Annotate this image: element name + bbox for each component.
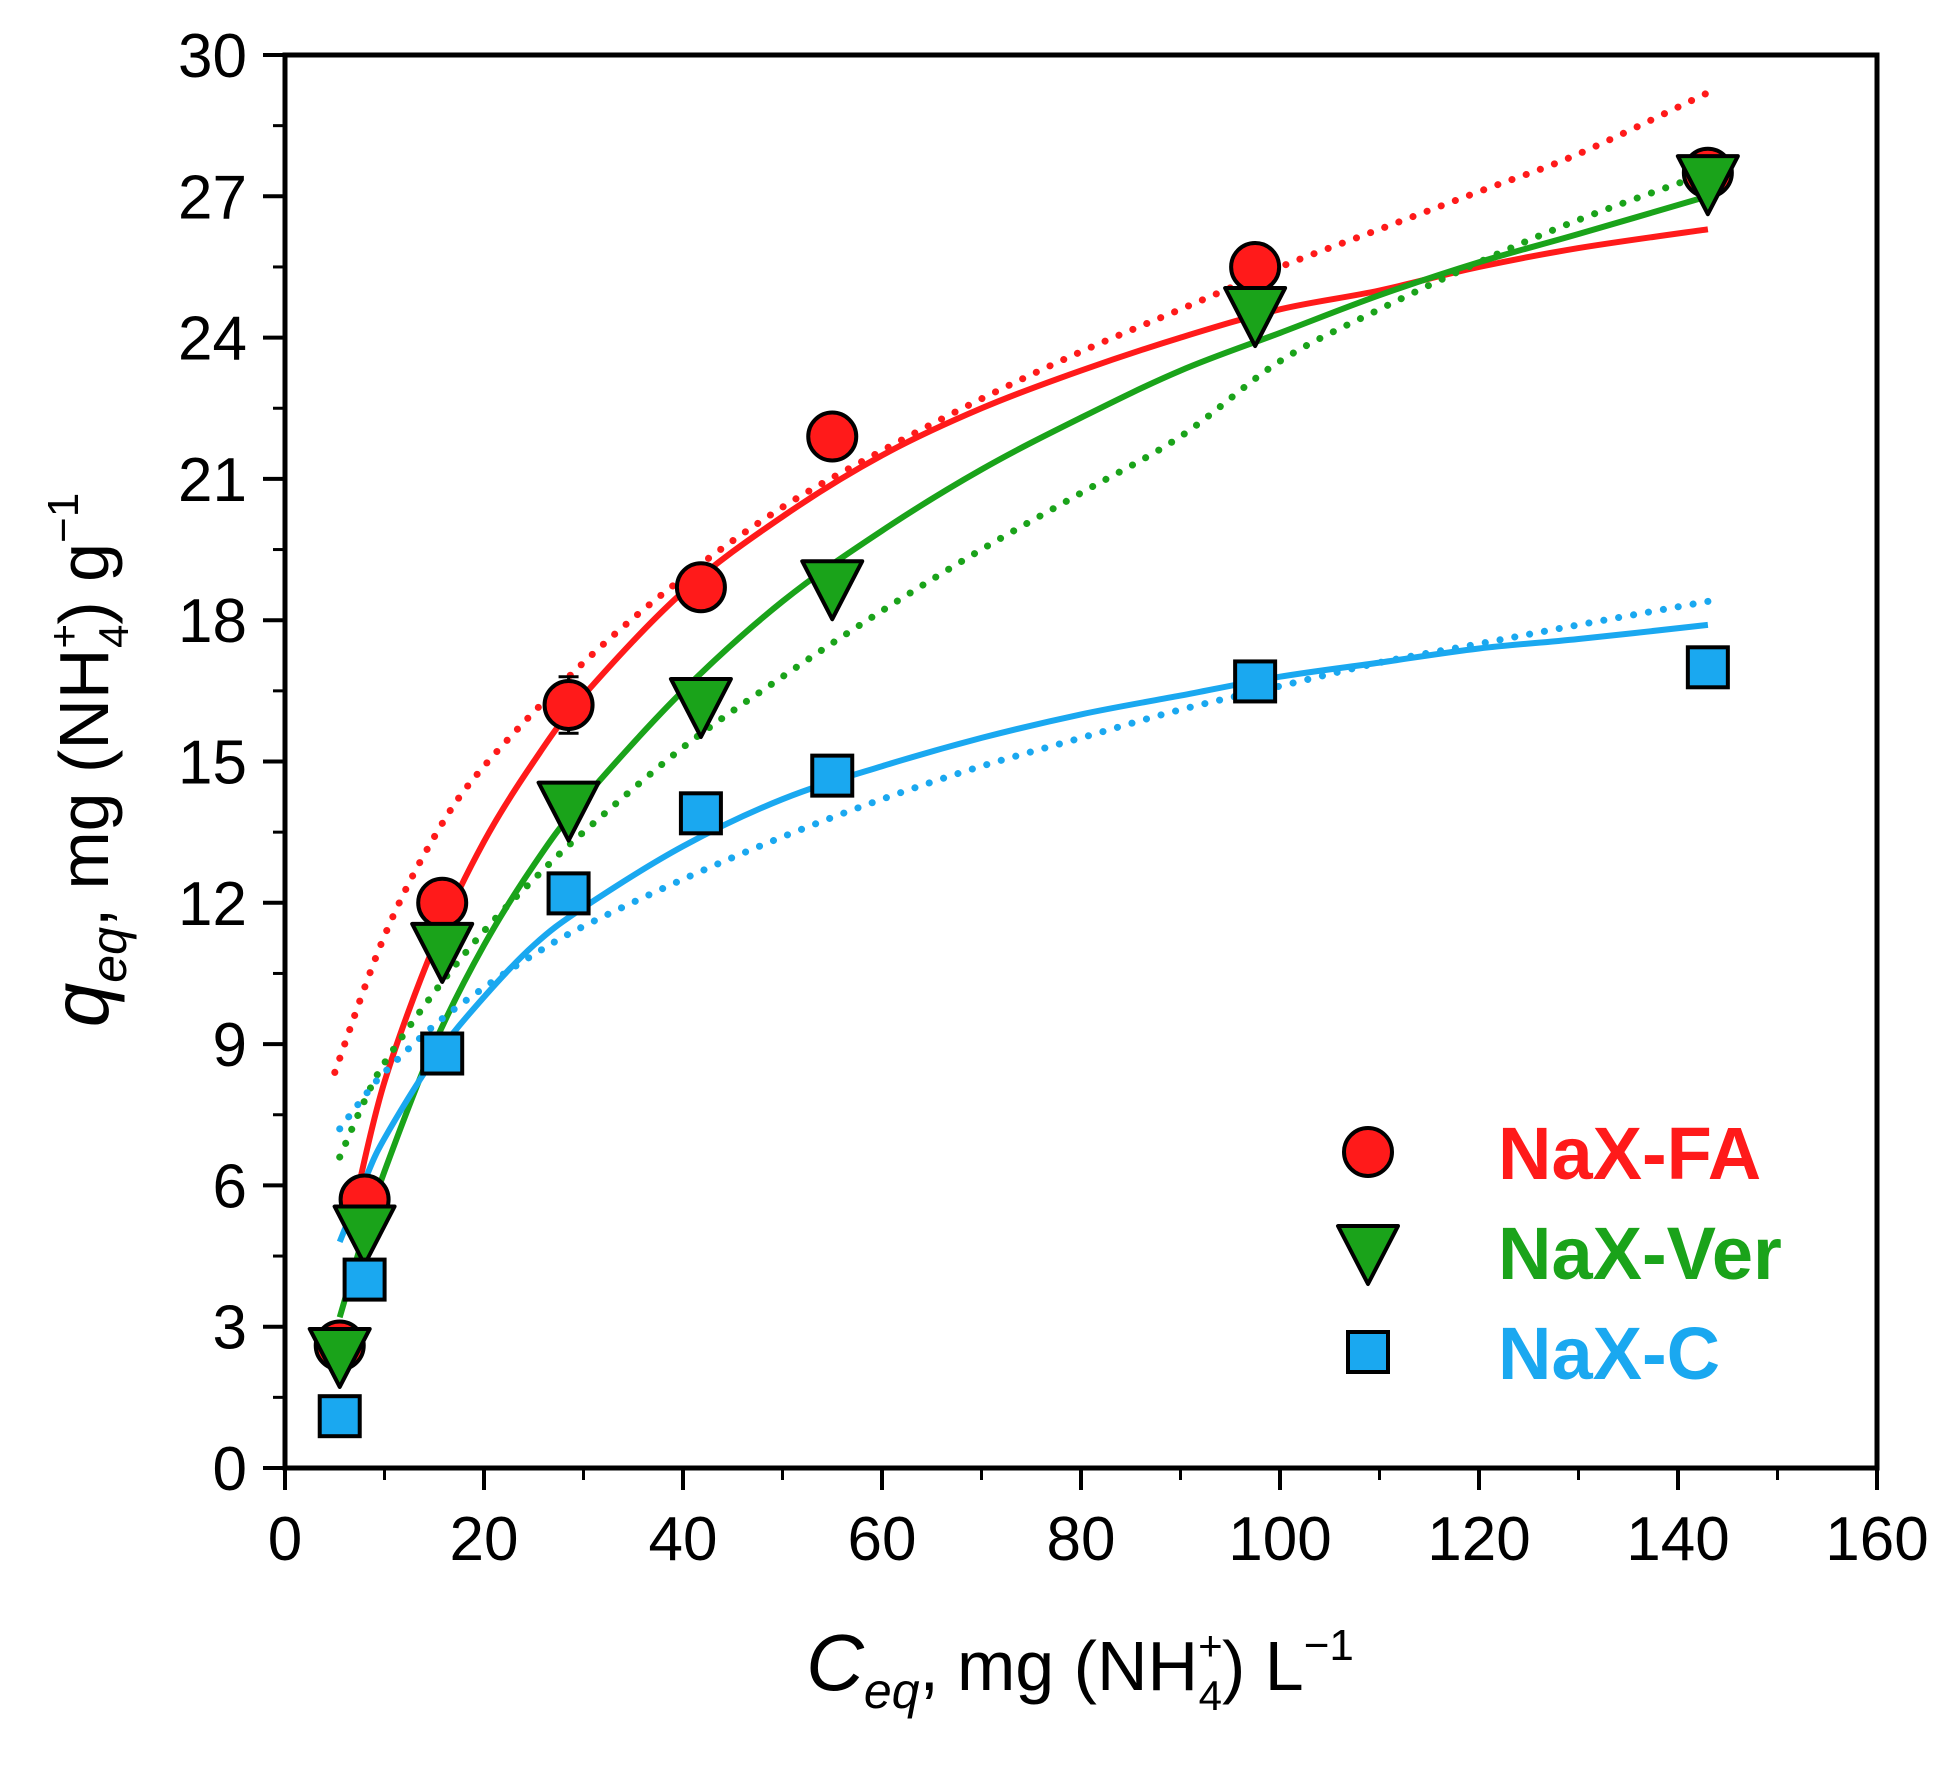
x-axis-separator: , <box>920 1627 939 1705</box>
x-tick-label: 120 <box>1427 1505 1530 1574</box>
nax-ver-data-point <box>800 559 865 622</box>
nax-c-dotted-fit-line <box>336 597 1712 1133</box>
nax-fa-legend-label: NaX-FA <box>1498 1112 1761 1195</box>
nax-ver-data-point <box>668 676 733 739</box>
nax-ver-data-point <box>536 780 601 843</box>
nax-ver-legend-marker <box>1336 1224 1400 1286</box>
nax-ver-legend-label: NaX-Ver <box>1498 1212 1782 1295</box>
y-tick-label: 21 <box>178 446 247 515</box>
nax-c-data-point <box>1233 659 1278 704</box>
axis-ticks: 0 20 40 60 80 100 120 140 160 0 3 6 9 12 15 18 21 24 27 30 <box>178 22 1929 1574</box>
nax-fa-legend-marker <box>1342 1126 1394 1178</box>
y-axis-title: qeq, mg (NH+4) g−1 <box>36 493 137 1027</box>
nax-c-data-point <box>810 753 855 798</box>
nax-c-data-point <box>317 1394 362 1439</box>
nax-ver-data-point <box>1675 154 1740 217</box>
nax-c-data-point <box>1685 645 1730 690</box>
x-axis-ion-superscript: + <box>1198 1622 1223 1669</box>
y-axis-ion-superscript: + <box>40 624 87 649</box>
nax-c-legend-label: NaX-C <box>1498 1312 1720 1395</box>
nax-ver-data-point <box>307 1326 372 1389</box>
nax-fa-data-point <box>674 561 727 614</box>
nax-c-data-point <box>420 1031 465 1076</box>
nax-ver-dotted-fit-line <box>336 169 1712 1161</box>
y-axis-symbol-subscript: eq <box>81 927 137 983</box>
data-markers <box>307 146 1740 1439</box>
y-axis-unit-suffix: ) g <box>45 543 123 625</box>
x-tick-label: 20 <box>450 1505 519 1574</box>
y-tick-label: 18 <box>178 587 247 656</box>
nax-fa-data-point <box>1229 240 1282 293</box>
y-tick-label: 6 <box>213 1152 247 1221</box>
nax-c-data-point <box>546 871 591 916</box>
y-tick-label: 27 <box>178 163 247 232</box>
x-axis-unit-suffix: ) L <box>1222 1627 1304 1705</box>
x-tick-label: 160 <box>1825 1505 1928 1574</box>
y-axis-separator: , <box>45 908 123 927</box>
y-tick-label: 9 <box>213 1011 247 1080</box>
nax-fa-data-point <box>806 410 859 463</box>
y-axis-unit-prefix: mg (NH <box>45 649 123 890</box>
nax-ver-data-point <box>1223 286 1288 349</box>
y-tick-label: 30 <box>178 22 247 91</box>
x-tick-label: 60 <box>848 1505 917 1574</box>
nax-ver-data-point <box>332 1204 397 1267</box>
x-tick-label: 100 <box>1228 1505 1331 1574</box>
y-axis-symbol: q <box>36 983 125 1028</box>
x-axis-unit-prefix: mg (NH <box>957 1627 1198 1705</box>
nax-c-data-point <box>342 1257 387 1302</box>
nax-fa-data-point <box>542 678 595 731</box>
x-axis-title: Ceq, mg (NH+ 4) L−1 <box>806 1618 1354 1719</box>
x-axis-symbol-subscript: eq <box>864 1663 920 1719</box>
x-tick-label: 0 <box>268 1505 302 1574</box>
nax-c-data-point <box>678 791 723 836</box>
nax-fa-dotted-fit-line <box>331 89 1712 1076</box>
x-tick-label: 140 <box>1626 1505 1729 1574</box>
y-tick-label: 15 <box>178 729 247 798</box>
x-axis-symbol: C <box>806 1618 865 1707</box>
y-tick-label: 3 <box>213 1294 247 1363</box>
x-tick-label: 80 <box>1047 1505 1116 1574</box>
y-tick-label: 24 <box>178 305 247 374</box>
y-axis-ion-subscript: 4 <box>90 625 137 648</box>
nax-c-legend-marker <box>1346 1330 1390 1374</box>
x-axis-unit-exponent: −1 <box>1304 1621 1354 1670</box>
legend: NaX-FA NaX-Ver NaX-C <box>1336 1112 1782 1395</box>
y-tick-label: 0 <box>213 1435 247 1504</box>
nax-ver-data-point <box>410 921 475 984</box>
x-tick-label: 40 <box>649 1505 718 1574</box>
y-tick-label: 12 <box>178 870 247 939</box>
nax-fa-data-point <box>416 876 469 929</box>
x-axis-ion-subscript: 4 <box>1199 1672 1222 1719</box>
y-axis-unit-exponent: −1 <box>39 493 88 543</box>
